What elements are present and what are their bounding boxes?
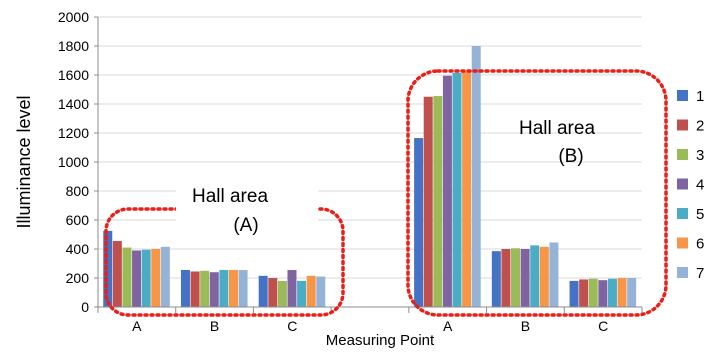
bar bbox=[414, 138, 424, 307]
legend-label: 2 bbox=[696, 118, 704, 135]
y-tick-label: 1400 bbox=[58, 96, 89, 112]
bar bbox=[588, 278, 598, 307]
bar bbox=[219, 270, 229, 307]
bar bbox=[200, 270, 210, 307]
y-tick-label: 1000 bbox=[58, 154, 89, 170]
hall-b-label: Hall area bbox=[519, 118, 595, 139]
bar bbox=[579, 279, 589, 307]
y-tick-label: 600 bbox=[66, 212, 90, 228]
y-tick-label: 1200 bbox=[58, 125, 89, 141]
bar bbox=[112, 241, 122, 307]
legend-label: 7 bbox=[696, 265, 704, 282]
legend-label: 5 bbox=[696, 206, 704, 223]
legend-label: 1 bbox=[696, 88, 704, 105]
bar bbox=[520, 249, 530, 307]
x-tick-label: B bbox=[521, 318, 530, 334]
legend-swatch bbox=[677, 149, 688, 160]
tick-labels: 0 200 400 600 800 1000 1200 1400 1600 1800 2000 A B C… bbox=[58, 9, 608, 334]
bar bbox=[433, 96, 443, 308]
bar bbox=[607, 278, 617, 307]
bar bbox=[569, 280, 579, 307]
x-tick-label: B bbox=[210, 318, 219, 334]
bar bbox=[258, 275, 268, 307]
bar bbox=[132, 250, 142, 307]
bar bbox=[530, 245, 540, 307]
legend-swatch bbox=[677, 237, 688, 249]
bar bbox=[627, 278, 637, 307]
bar bbox=[471, 46, 481, 307]
bars bbox=[103, 46, 637, 308]
y-tick-label: 0 bbox=[81, 299, 89, 315]
bar bbox=[539, 246, 549, 307]
bar bbox=[122, 247, 132, 307]
x-tick-label: A bbox=[132, 318, 142, 334]
bar bbox=[160, 246, 170, 307]
x-tick-label: A bbox=[443, 318, 453, 334]
bar bbox=[141, 249, 151, 307]
bar bbox=[268, 278, 278, 307]
axes bbox=[94, 16, 643, 313]
hall-a-label-background bbox=[176, 190, 318, 236]
hall-a-label: Hall area bbox=[192, 186, 268, 207]
bar bbox=[452, 72, 462, 307]
bar bbox=[306, 275, 316, 307]
bar bbox=[228, 270, 238, 307]
y-tick-label: 1800 bbox=[58, 38, 89, 54]
bar bbox=[598, 280, 608, 307]
bar bbox=[297, 280, 307, 307]
legend-label: 3 bbox=[696, 147, 704, 164]
legend-label: 6 bbox=[696, 236, 704, 253]
bar bbox=[238, 270, 248, 307]
bar bbox=[180, 270, 190, 307]
y-tick-label: 800 bbox=[66, 183, 90, 199]
bar bbox=[442, 75, 452, 307]
x-axis-label: Measuring Point bbox=[326, 332, 435, 349]
x-tick-label: C bbox=[598, 318, 608, 334]
bar bbox=[287, 270, 297, 307]
bar bbox=[491, 251, 501, 307]
bar bbox=[511, 248, 521, 307]
legend-label: 4 bbox=[696, 177, 704, 194]
y-axis-label: Illuminance level bbox=[14, 95, 34, 228]
bar bbox=[549, 242, 559, 307]
bar bbox=[103, 230, 113, 307]
y-tick-label: 1600 bbox=[58, 67, 89, 83]
hall-b-label: (B) bbox=[558, 146, 583, 167]
hall-a-label: (A) bbox=[233, 215, 258, 236]
legend-swatch bbox=[677, 119, 688, 131]
y-tick-label: 2000 bbox=[58, 9, 89, 25]
legend-swatch bbox=[677, 208, 688, 219]
legend-swatch bbox=[677, 90, 688, 101]
bar bbox=[277, 280, 287, 307]
legend: 1 2 3 4 5 6 7 bbox=[677, 88, 704, 282]
legend-swatch bbox=[677, 178, 688, 190]
bar bbox=[462, 72, 472, 307]
bar bbox=[151, 249, 161, 307]
bar bbox=[316, 276, 326, 307]
x-tick-label: C bbox=[287, 318, 297, 334]
annotations: Hall area (A) Hall area (B) bbox=[104, 69, 668, 317]
hall-b-outline bbox=[406, 69, 668, 317]
y-tick-label: 400 bbox=[66, 241, 90, 257]
bar bbox=[190, 271, 200, 307]
bar bbox=[209, 272, 219, 307]
bar bbox=[501, 249, 511, 307]
y-tick-label: 200 bbox=[66, 270, 90, 286]
bar bbox=[617, 278, 627, 307]
bar bbox=[423, 96, 433, 307]
legend-swatch bbox=[677, 267, 688, 278]
